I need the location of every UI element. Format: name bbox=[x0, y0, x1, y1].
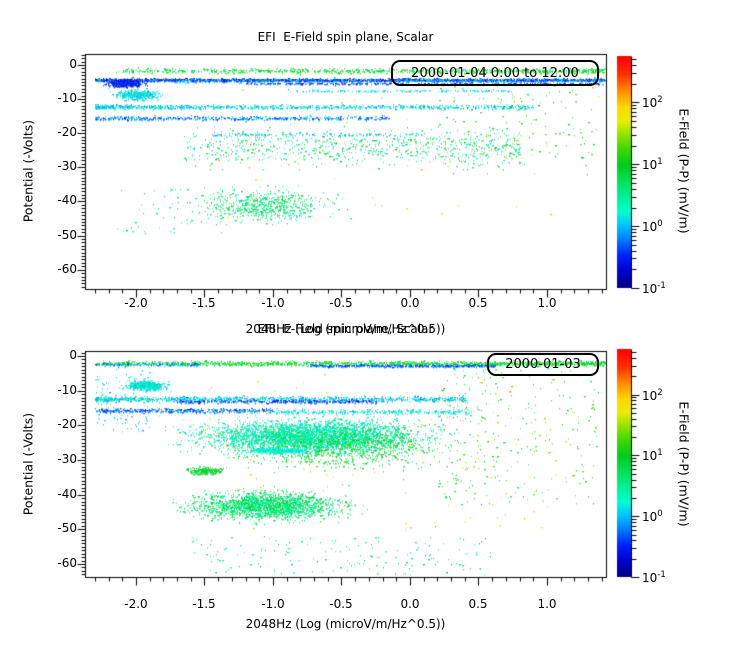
y-tick-label: -60 bbox=[57, 556, 77, 570]
x-tick-label: 0.0 bbox=[400, 597, 420, 611]
colorbar-tick-label: 100 bbox=[642, 219, 663, 234]
x-axis-label-bottom: 2048Hz (Log (microV/m/Hz^0.5)) bbox=[245, 617, 446, 631]
y-tick-label: 0 bbox=[69, 57, 77, 71]
x-tick-label: -1.0 bbox=[261, 296, 285, 310]
y-tick-label: -10 bbox=[57, 91, 77, 105]
x-axis-label-top: 2048Hz (Log (microV/m/Hz^0.5)) bbox=[245, 322, 446, 336]
legend-box-top: 2000-01-04 0:00 to 12:00 bbox=[391, 60, 599, 86]
colorbar-tick-label: 10-1 bbox=[642, 570, 666, 585]
legend-text-top: 2000-01-04 0:00 to 12:00 bbox=[411, 65, 579, 81]
y-tick-label: -30 bbox=[57, 452, 77, 466]
y-tick-label: 0 bbox=[69, 348, 77, 362]
x-tick-label: -2.0 bbox=[124, 597, 148, 611]
x-tick-label: -0.5 bbox=[329, 296, 353, 310]
y-tick-label: -30 bbox=[57, 159, 77, 173]
legend-text-bottom: 2000-01-03 bbox=[505, 357, 581, 372]
colorbar-tick-label: 100 bbox=[642, 509, 663, 524]
x-tick-label: -1.5 bbox=[192, 597, 216, 611]
y-tick-label: -20 bbox=[57, 417, 77, 431]
legend-box-bottom: 2000-01-03 bbox=[487, 353, 599, 376]
x-tick-label: -1.5 bbox=[192, 296, 216, 310]
colorbar-tick-label: 10-1 bbox=[642, 281, 666, 296]
colorbar-tick-label: 101 bbox=[642, 157, 663, 172]
y-tick-label: -60 bbox=[57, 262, 77, 276]
colorbar-tick-label: 102 bbox=[642, 95, 663, 110]
colorbar-tick-label: 101 bbox=[642, 448, 663, 463]
x-tick-label: 0.5 bbox=[468, 597, 488, 611]
x-tick-label: 0.5 bbox=[468, 296, 488, 310]
y-tick-label: -10 bbox=[57, 383, 77, 397]
colorbar-tick-label: 102 bbox=[642, 388, 663, 403]
y-tick-label: -40 bbox=[57, 193, 77, 207]
x-tick-label: -2.0 bbox=[124, 296, 148, 310]
y-tick-label: -20 bbox=[57, 125, 77, 139]
x-tick-label: -1.0 bbox=[261, 597, 285, 611]
y-tick-label: -50 bbox=[57, 521, 77, 535]
y-tick-label: -50 bbox=[57, 228, 77, 242]
x-tick-label: 1.0 bbox=[537, 296, 557, 310]
x-tick-label: -0.5 bbox=[329, 597, 353, 611]
plot-title-bottom: EFI E-Field spin plane, Scalar bbox=[257, 322, 434, 336]
x-tick-label: 1.0 bbox=[537, 597, 557, 611]
x-tick-label: 0.0 bbox=[400, 296, 420, 310]
y-tick-label: -40 bbox=[57, 487, 77, 501]
plot-title-top: EFI E-Field spin plane, Scalar bbox=[257, 30, 434, 44]
